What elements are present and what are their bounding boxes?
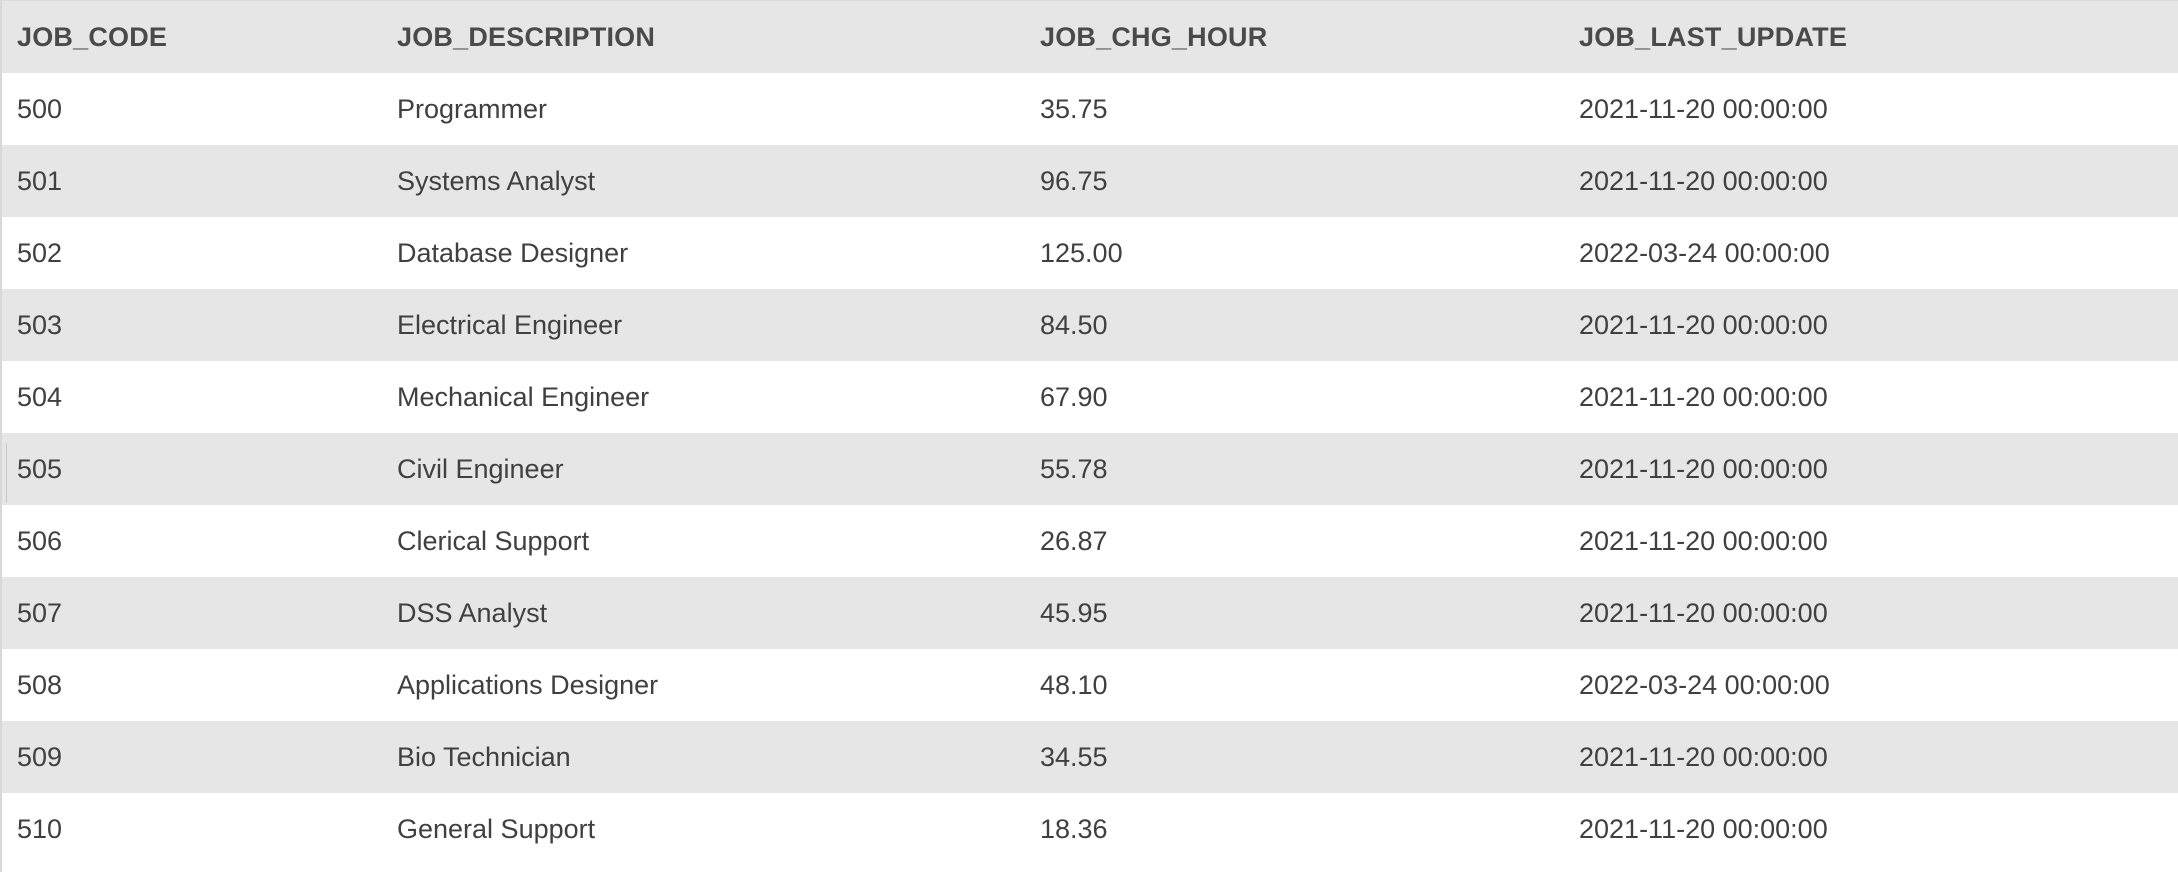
cell-job-code: 506 [2, 505, 382, 577]
cell-job-chg-hour: 34.55 [1025, 721, 1564, 793]
cell-job-description: Electrical Engineer [382, 289, 1025, 361]
cell-job-last-update: 2021-11-20 00:00:00 [1564, 721, 2178, 793]
cell-job-last-update: 2022-03-24 00:00:00 [1564, 217, 2178, 289]
table-row[interactable]: 509 Bio Technician 34.55 2021-11-20 00:0… [2, 721, 2178, 793]
table-row[interactable]: 506 Clerical Support 26.87 2021-11-20 00… [2, 505, 2178, 577]
cell-job-description: Clerical Support [382, 505, 1025, 577]
cell-job-code: 503 [2, 289, 382, 361]
cell-job-last-update: 2021-11-20 00:00:00 [1564, 289, 2178, 361]
cell-job-chg-hour: 26.87 [1025, 505, 1564, 577]
cell-job-last-update: 2021-11-20 00:00:00 [1564, 577, 2178, 649]
cell-job-code: 504 [2, 361, 382, 433]
resize-handle[interactable] [2, 443, 7, 503]
header-row: JOB_CODE JOB_DESCRIPTION JOB_CHG_HOUR JO… [2, 1, 2178, 73]
cell-job-code: 508 [2, 649, 382, 721]
cell-job-description: Database Designer [382, 217, 1025, 289]
cell-job-chg-hour: 125.00 [1025, 217, 1564, 289]
table-row[interactable]: 505 Civil Engineer 55.78 2021-11-20 00:0… [2, 433, 2178, 505]
table-row[interactable]: 502 Database Designer 125.00 2022-03-24 … [2, 217, 2178, 289]
cell-job-chg-hour: 18.36 [1025, 793, 1564, 865]
table-row[interactable]: 501 Systems Analyst 96.75 2021-11-20 00:… [2, 145, 2178, 217]
cell-job-chg-hour: 67.90 [1025, 361, 1564, 433]
cell-job-description: Applications Designer [382, 649, 1025, 721]
column-header-job-code[interactable]: JOB_CODE [2, 1, 382, 73]
cell-job-chg-hour: 84.50 [1025, 289, 1564, 361]
cell-job-code: 505 [2, 433, 382, 505]
cell-job-chg-hour: 55.78 [1025, 433, 1564, 505]
cell-job-last-update: 2022-03-24 00:00:00 [1564, 649, 2178, 721]
cell-job-code: 507 [2, 577, 382, 649]
cell-job-description: Systems Analyst [382, 145, 1025, 217]
cell-job-last-update: 2021-11-20 00:00:00 [1564, 73, 2178, 145]
table-row[interactable]: 508 Applications Designer 48.10 2022-03-… [2, 649, 2178, 721]
cell-job-last-update: 2021-11-20 00:00:00 [1564, 505, 2178, 577]
cell-job-code: 501 [2, 145, 382, 217]
table-row[interactable]: 503 Electrical Engineer 84.50 2021-11-20… [2, 289, 2178, 361]
table-row[interactable]: 510 General Support 18.36 2021-11-20 00:… [2, 793, 2178, 865]
table-row[interactable]: 507 DSS Analyst 45.95 2021-11-20 00:00:0… [2, 577, 2178, 649]
cell-job-description: Mechanical Engineer [382, 361, 1025, 433]
cell-job-code: 509 [2, 721, 382, 793]
table-row[interactable]: 500 Programmer 35.75 2021-11-20 00:00:00 [2, 73, 2178, 145]
column-header-job-last-update[interactable]: JOB_LAST_UPDATE [1564, 1, 2178, 73]
cell-job-code: 502 [2, 217, 382, 289]
cell-job-description: General Support [382, 793, 1025, 865]
cell-job-chg-hour: 35.75 [1025, 73, 1564, 145]
cell-job-chg-hour: 48.10 [1025, 649, 1564, 721]
cell-job-code: 500 [2, 73, 382, 145]
cell-job-last-update: 2021-11-20 00:00:00 [1564, 793, 2178, 865]
cell-job-description: Civil Engineer [382, 433, 1025, 505]
cell-job-last-update: 2021-11-20 00:00:00 [1564, 145, 2178, 217]
cell-job-chg-hour: 45.95 [1025, 577, 1564, 649]
cell-job-description: Programmer [382, 73, 1025, 145]
cell-job-last-update: 2021-11-20 00:00:00 [1564, 433, 2178, 505]
column-header-job-chg-hour[interactable]: JOB_CHG_HOUR [1025, 1, 1564, 73]
table-row[interactable]: 504 Mechanical Engineer 67.90 2021-11-20… [2, 361, 2178, 433]
cell-job-description: Bio Technician [382, 721, 1025, 793]
cell-job-code: 510 [2, 793, 382, 865]
cell-job-description: DSS Analyst [382, 577, 1025, 649]
column-header-job-description[interactable]: JOB_DESCRIPTION [382, 1, 1025, 73]
cell-job-last-update: 2021-11-20 00:00:00 [1564, 361, 2178, 433]
cell-job-chg-hour: 96.75 [1025, 145, 1564, 217]
